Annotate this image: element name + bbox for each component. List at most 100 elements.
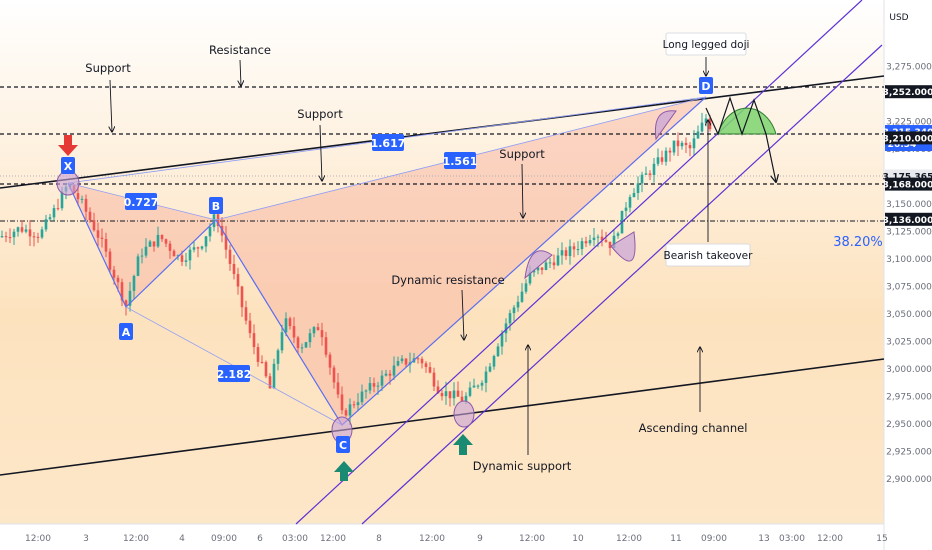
candle-body: [192, 247, 196, 250]
candle-body: [8, 237, 12, 239]
highlight-circle-retest: [453, 400, 475, 428]
candle-body: [336, 382, 340, 395]
candle-body: [240, 286, 244, 308]
ratio-label-2182: 2.182: [217, 368, 252, 381]
time-tick-label: 12:00: [123, 534, 149, 544]
candle-body: [504, 323, 508, 334]
candle-body: [308, 333, 312, 343]
time-tick-label: 12:00: [320, 534, 346, 544]
candle-body: [480, 382, 484, 386]
candle-body: [0, 236, 4, 238]
up-arrow-icon-retest: [453, 434, 473, 455]
candle-body: [260, 361, 264, 363]
candle-body: [352, 404, 356, 406]
time-axis-background: [0, 524, 884, 550]
price-tick-label: 3,025.000: [886, 337, 932, 347]
candle-body: [472, 385, 476, 388]
candle-body: [288, 318, 292, 327]
candle-body: [676, 140, 680, 147]
candle-body: [580, 241, 584, 250]
candle-body: [612, 235, 616, 249]
candle-body: [188, 249, 192, 261]
candle-body: [144, 246, 148, 256]
candle-body: [12, 231, 16, 238]
ratio-label-1561: 1.561: [443, 155, 478, 168]
candle-body: [204, 236, 208, 247]
candle-body: [704, 118, 708, 123]
pattern-triangle-bcd: [216, 97, 706, 425]
candle-body: [644, 173, 648, 175]
price-tick-label: 2,950.000: [886, 420, 932, 430]
candle-body: [516, 301, 520, 308]
candle-body: [660, 157, 664, 162]
annotation-ascending-channel: Ascending channel: [639, 421, 748, 435]
time-tick-label: 12:00: [817, 534, 843, 544]
ratio-box-2182: [218, 365, 250, 382]
candle-body: [224, 235, 228, 250]
projection-zigzag: [705, 96, 776, 182]
candle-body: [424, 363, 428, 368]
highlight-half-circle-support: [610, 231, 636, 262]
time-tick-label: 03:00: [779, 534, 805, 544]
candle-body: [588, 240, 592, 244]
candle-body: [468, 387, 472, 396]
candle-body: [600, 236, 604, 241]
up-arrow-icon-c: [334, 461, 354, 481]
candle-body: [40, 229, 44, 238]
price-axis-tags: 3,252.0003,215.34026:543,210.0003,175.36…: [883, 85, 932, 226]
candle-body: [652, 163, 656, 175]
candle-body: [444, 391, 448, 397]
candle-body: [688, 145, 692, 149]
candle-body: [476, 385, 480, 387]
candle-body: [400, 358, 404, 362]
candle-body: [344, 410, 348, 416]
time-axis-ticks: 12:00 3 12:00 4 09:00 6 03:00 12:00 8 12:00 9 12:00…: [25, 534, 888, 544]
candle-body: [152, 241, 156, 247]
candle-body: [532, 270, 536, 273]
candle-body: [608, 241, 612, 249]
candle-body: [264, 362, 268, 377]
time-tick-label: 12:00: [519, 534, 545, 544]
candle-body: [148, 241, 152, 247]
candle-body: [496, 346, 500, 357]
candle-body: [280, 332, 284, 351]
candle-body: [668, 150, 672, 153]
point-box-b: [209, 197, 223, 214]
point-label-b: B: [212, 200, 220, 213]
candle-body: [48, 217, 52, 220]
candle-body: [464, 395, 468, 402]
candle-body: [284, 318, 288, 333]
ratio-box-0727: [125, 193, 157, 210]
candle-body: [228, 249, 232, 264]
time-tick-label: 12:00: [25, 534, 51, 544]
candle-body: [540, 267, 544, 270]
time-tick-label: 9: [477, 534, 483, 544]
point-label-c: C: [339, 439, 347, 452]
candle-body: [244, 307, 248, 321]
candle-body: [128, 290, 132, 306]
candle-body: [528, 272, 532, 284]
candle-body: [84, 198, 88, 212]
price-tick-label: 3,100.000: [886, 255, 932, 265]
candle-body: [684, 142, 688, 146]
annotation-resistance: Resistance: [209, 43, 271, 57]
price-tag-box: [885, 212, 932, 226]
ascending-channel-lower-line: [0, 358, 885, 476]
candle-body: [636, 183, 640, 193]
candle-body: [268, 376, 272, 389]
candle-body: [88, 211, 92, 221]
candle-body: [484, 371, 488, 383]
candle-body: [104, 239, 108, 252]
candle-body: [700, 122, 704, 132]
candle-body: [356, 402, 360, 406]
candle-body: [20, 227, 24, 232]
price-tag-label: 3,168.000: [883, 181, 932, 191]
candle-body: [296, 337, 300, 349]
upper-trend-line: [0, 75, 885, 189]
price-tag-label: 3,175.365: [883, 173, 932, 183]
candle-body: [156, 234, 160, 247]
candle-body: [248, 320, 252, 334]
candle-body: [572, 246, 576, 250]
time-tick-label: 12:00: [419, 534, 445, 544]
